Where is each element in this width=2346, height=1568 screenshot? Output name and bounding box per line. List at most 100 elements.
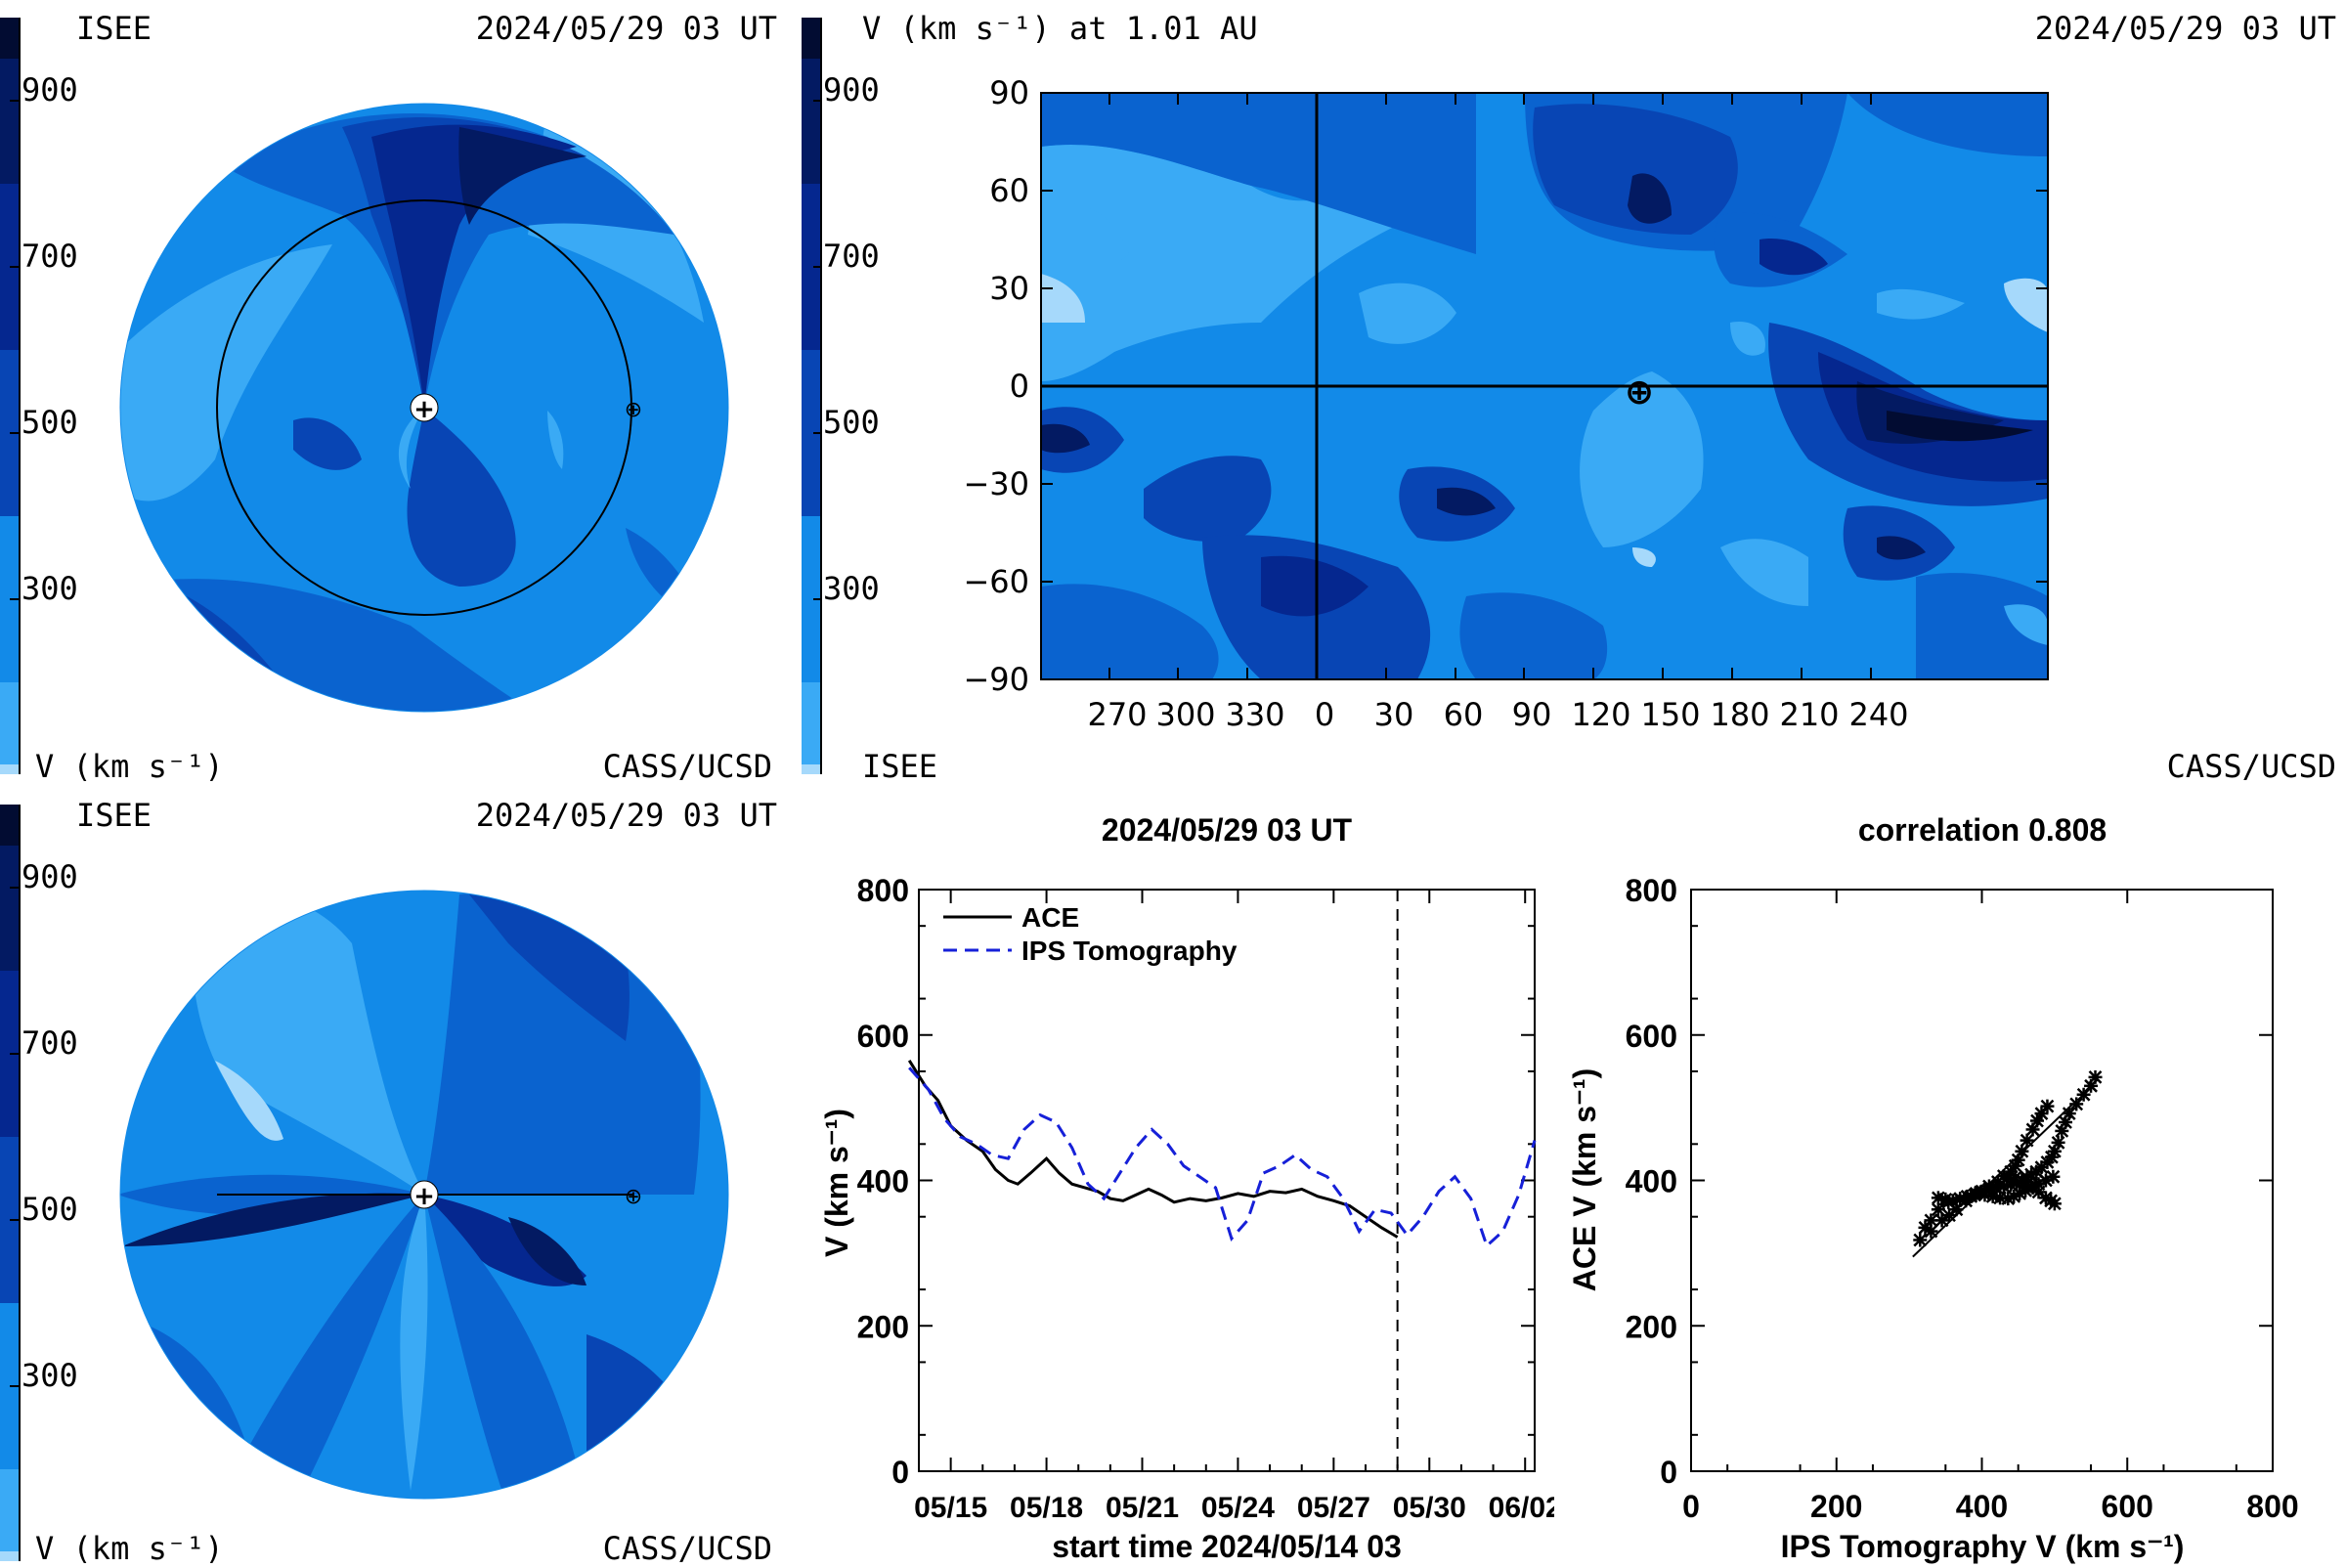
date-label: 2024/05/29 03 UT (476, 797, 777, 834)
scatter-point (2046, 1169, 2061, 1184)
scatter-xtick-label: 800 (2246, 1489, 2298, 1524)
map-ytick-label: 30 (989, 270, 1029, 307)
map-ytick-label: 0 (1010, 368, 1029, 405)
scatter-ytick-label: 400 (1626, 1164, 1677, 1199)
bottom-left-polar-svg: 900 700 500 300 ISEE 2024/05/29 03 UT V … (0, 797, 777, 1567)
map-xtick-label: 0 (1315, 696, 1334, 733)
line-xtick-label: 05/15 (914, 1492, 987, 1524)
date-label: 2024/05/29 03 UT (476, 10, 777, 47)
map-xtick-label: 180 (1710, 696, 1769, 733)
map-xtick-label: 90 (1512, 696, 1552, 733)
sun-icon (410, 1180, 439, 1209)
colorbar-tick-500: 500 (22, 404, 78, 441)
map-ytick-label: 90 (989, 74, 1029, 111)
line-xtick-label: 05/24 (1201, 1492, 1275, 1524)
cass-ucsd-label: CASS/UCSD (603, 1530, 772, 1564)
line-xtick-label: 05/30 (1393, 1492, 1466, 1524)
colorbar-tick-500: 500 (823, 404, 880, 441)
scatter-points (1913, 1069, 2103, 1247)
scatter-xlabel: IPS Tomography V (km s⁻¹) (1781, 1529, 2185, 1564)
map-xtick-label: 300 (1155, 696, 1215, 733)
scatter-xtick-label: 200 (1810, 1489, 1862, 1524)
map-xtick-label: 210 (1779, 696, 1839, 733)
map-ytick-label: −90 (963, 661, 1029, 698)
scatter-point (2047, 1144, 2062, 1158)
line-ytick-label: 200 (857, 1309, 909, 1344)
map-ytick-label: −30 (963, 465, 1029, 502)
scatter-ytick-label: 800 (1626, 873, 1677, 908)
bottom-left-polar-panel: 900 700 500 300 ISEE 2024/05/29 03 UT V … (0, 787, 792, 1567)
time-series-panel: 2024/05/29 03 UT 0 200 400 600 800 05/15 05/18… (792, 792, 1562, 1564)
colorbar-tick-500: 500 (22, 1191, 78, 1228)
top-left-polar-panel: 900 700 500 300 ISEE 2024/05/29 03 UT V … (0, 0, 792, 792)
map-xtick-label: 120 (1571, 696, 1630, 733)
colorbar-tick-700: 700 (22, 238, 78, 275)
scatter-ylabel: ACE V (km s⁻¹) (1567, 1068, 1602, 1291)
line-ytick-label: 0 (891, 1455, 909, 1490)
isee-label: ISEE (76, 797, 152, 834)
line-chart-axes: 0 200 400 600 800 05/15 05/18 05/21 05/24 05/27 05… (857, 873, 1562, 1524)
line-ytick-label: 400 (857, 1164, 909, 1199)
unit-label: V (km s⁻¹) (35, 1530, 224, 1564)
line-xtick-label: 05/18 (1010, 1492, 1083, 1524)
isee-label: ISEE (76, 10, 152, 47)
colorbar-tick-300: 300 (22, 1357, 78, 1394)
legend-ace-label: ACE (1021, 902, 1079, 933)
scatter-point (1941, 1195, 1956, 1209)
colorbar-tick-700: 700 (22, 1024, 78, 1062)
scatter-point (1953, 1192, 1968, 1206)
line-ytick-label: 800 (857, 873, 909, 908)
sun-marker: + (413, 1182, 435, 1211)
scatter-xtick-label: 600 (2102, 1489, 2153, 1524)
unit-label: V (km s⁻¹) (35, 748, 224, 785)
line-chart-legend: ACE IPS Tomography (943, 902, 1238, 966)
legend-ips-label: IPS Tomography (1021, 936, 1238, 966)
line-chart-title: 2024/05/29 03 UT (1102, 812, 1353, 848)
map-xtick-label: 150 (1640, 696, 1700, 733)
scatter-point (1913, 1233, 1928, 1247)
scatter-point (2017, 1174, 2031, 1189)
map-xtick-label: 330 (1225, 696, 1284, 733)
colorbar-tick-300: 300 (22, 570, 78, 607)
colorbar-tick-900: 900 (823, 71, 880, 109)
time-series-svg: 2024/05/29 03 UT 0 200 400 600 800 05/15 05/18… (857, 812, 1562, 1564)
scatter-xtick-label: 0 (1682, 1489, 1700, 1524)
scatter-point (1931, 1202, 1945, 1217)
cass-ucsd-label: CASS/UCSD (603, 748, 772, 785)
line-chart-series (907, 1059, 1537, 1249)
scatter-point (2020, 1133, 2034, 1148)
scatter-regression-line (1912, 1103, 2074, 1258)
map-xtick-label: 270 (1087, 696, 1147, 733)
line-chart-xlabel: start time 2024/05/14 03 (1052, 1529, 1402, 1564)
scatter-point (2062, 1107, 2076, 1121)
scatter-title: correlation 0.808 (1858, 812, 2107, 848)
scatter-point (2051, 1135, 2065, 1150)
colorbar-tick-900: 900 (22, 71, 78, 109)
scatter-point (1918, 1220, 1933, 1235)
map-title: V (km s⁻¹) at 1.01 AU (862, 10, 1258, 47)
scatter-point (2040, 1099, 2055, 1113)
map-colorbar: 900 700 500 300 (802, 18, 880, 774)
bottom-left-colorbar: 900 700 500 300 (0, 805, 78, 1561)
map-xtick-label: 60 (1444, 696, 1484, 733)
ace-line (907, 1059, 1399, 1239)
lat-lon-map-panel: 900 700 500 300 V (km s⁻¹) at 1.01 AU 20… (792, 0, 2346, 792)
scatter-frame (1690, 889, 2274, 1472)
scatter-xtick-label: 400 (1956, 1489, 2008, 1524)
lat-lon-map-svg: 900 700 500 300 V (km s⁻¹) at 1.01 AU 20… (802, 10, 2336, 785)
map-earth-icon: ⊕ (1625, 372, 1654, 413)
scatter-point (2047, 1197, 2062, 1211)
map-isee-label: ISEE (862, 748, 937, 785)
scatter-svg: correlation 0.808 0 200 400 600 800 0 200 400 60… (1567, 812, 2299, 1564)
scatter-ytick-label: 0 (1660, 1455, 1677, 1490)
colorbar-tick-700: 700 (823, 238, 880, 275)
earth-icon: ⊕ (625, 1185, 642, 1209)
scatter-point (2069, 1097, 2084, 1111)
map-axes: 270 300 330 0 30 60 90 120 150 180 210 2409060300−3… (963, 74, 2048, 733)
scatter-panel: correlation 0.808 0 200 400 600 800 0 200 400 60… (1554, 792, 2346, 1564)
top-left-polar-svg: 900 700 500 300 ISEE 2024/05/29 03 UT V … (0, 10, 777, 785)
map-date-label: 2024/05/29 03 UT (2035, 10, 2336, 47)
scatter-ytick-label: 200 (1626, 1309, 1677, 1344)
scatter-axes: 0 200 400 600 800 0 200 400 600 800 (1626, 873, 2299, 1524)
scatter-point (2024, 1179, 2039, 1194)
